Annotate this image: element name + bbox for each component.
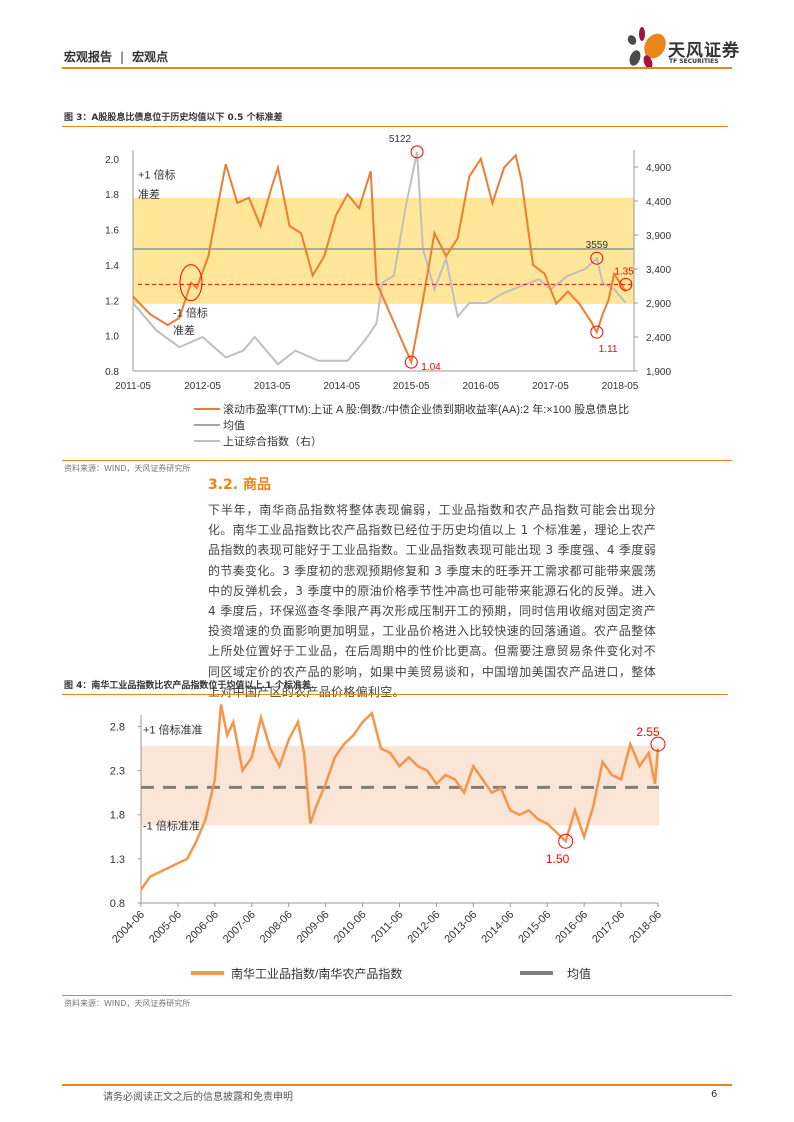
band-upper-label-cont: 准差	[138, 187, 160, 201]
legend-label: 滚动市盈率(TTM):上证 A 股:倒数:/中债企业债到期收益率(AA):2 年…	[223, 402, 629, 416]
x-tick-label: 2012-06	[406, 909, 443, 946]
annotation-circle	[590, 251, 604, 265]
x-tick-label: 2006-06	[184, 909, 221, 946]
y-left-tick-label: 1.2	[105, 296, 119, 307]
x-tick-label: 2017-05	[532, 381, 569, 392]
y-tick-label: 2.3	[110, 766, 125, 778]
band-lower-label: -1 倍标	[173, 305, 208, 319]
section-paragraph: 下半年，南华商品指数将整体表现偏弱，工业品指数和农产品指数可能会出现分化。南华工…	[208, 503, 656, 699]
annotation-label: 5122	[389, 134, 412, 145]
series-industrial-agri-ratio-line	[139, 704, 660, 891]
x-tick-label: 2010-06	[332, 909, 369, 946]
x-tick-label: 2015-05	[393, 381, 430, 392]
y-right-tick-label: 1,900	[646, 367, 671, 378]
y-left-tick-label: 1.0	[105, 332, 119, 343]
figure3-title: 图 3：A股股息比债息位于历史均值以下 0.5 个标准差	[64, 113, 283, 123]
legend-label: 均值	[567, 966, 591, 981]
std-band	[133, 197, 634, 304]
y-tick-label: 1.3	[110, 854, 125, 866]
annotation-circle	[410, 145, 424, 159]
figure4-source-rule	[62, 995, 732, 996]
annotation-label: 1.50	[546, 852, 570, 866]
x-tick-label: 2009-06	[295, 909, 332, 946]
y-tick-label: 2.8	[110, 721, 125, 733]
annotation-circle	[404, 355, 418, 369]
std-band	[141, 745, 659, 826]
y-tick-label: 0.8	[110, 898, 125, 910]
annotation-label: 2.55	[636, 725, 660, 739]
logo-name-en: TF SECURITIES	[669, 58, 719, 65]
series-dividend-bond-ratio-line	[132, 153, 627, 366]
annotation-circle	[558, 833, 574, 849]
x-tick-label: 2017-06	[590, 909, 627, 946]
annotation-label: 1.35	[614, 266, 634, 277]
x-tick-label: 2008-06	[258, 909, 295, 946]
figure4-source: 资料来源：WIND，天风证券研究所	[64, 999, 191, 1008]
y-tick-label: 1.8	[110, 810, 125, 822]
y-right-tick-label: 3,400	[646, 265, 671, 276]
figure3-source-rule	[62, 460, 732, 461]
x-tick-label: 2012-05	[184, 381, 221, 392]
annotation-label: 1.04	[421, 362, 441, 373]
header-rule	[62, 67, 732, 69]
header-separator: |	[120, 50, 125, 64]
x-tick-label: 2016-06	[553, 909, 590, 946]
y-right-tick-label: 4,400	[646, 197, 671, 208]
x-tick-label: 2004-06	[110, 909, 147, 946]
report-subcategory: 宏观点	[132, 50, 169, 64]
y-right-tick-label: 2,900	[646, 299, 671, 310]
figure3-source: 资料来源：WIND，天风证券研究所	[64, 464, 191, 473]
highlight-ellipse	[179, 264, 203, 302]
x-tick-label: 2018-06	[627, 909, 664, 946]
logo-name-cn: 天风证券	[668, 41, 740, 61]
legend-label: 均值	[223, 419, 245, 432]
annotation-circle	[650, 736, 666, 752]
series-shanghai-index-line	[132, 151, 627, 366]
y-right-tick-label: 3,900	[646, 231, 671, 242]
figure4-title: 图 4：南华工业品指数比农产品指数位于均值以上 1 个标准差	[64, 681, 311, 691]
x-tick-label: 2005-06	[147, 909, 184, 946]
section-heading: 3.2. 商品	[208, 477, 271, 493]
page-number: 6	[711, 1089, 718, 1100]
figure3-title-rule	[62, 126, 728, 127]
footer-disclaimer: 请务必阅读正文之后的信息披露和免责申明	[103, 1092, 293, 1103]
band-upper-label: +1 倍标	[138, 168, 176, 182]
x-tick-label: 2007-06	[221, 909, 258, 946]
x-tick-label: 2013-06	[442, 909, 479, 946]
figure3-chart: 0.8 1.0 1.2 1.4 1.6 1.8 2.0 1,900 2,400 2,900 3,40…	[105, 134, 671, 448]
tf-securities-logo-icon	[627, 27, 666, 69]
annotation-label: 1.11	[599, 344, 618, 355]
x-tick-label: 2011-06	[369, 909, 405, 945]
x-tick-label: 2014-06	[479, 909, 516, 946]
x-tick-label: 2015-06	[516, 909, 553, 946]
x-tick-label: 2011-05	[115, 381, 151, 392]
x-tick-label: 2014-05	[323, 381, 360, 392]
y-left-tick-label: 1.6	[105, 226, 119, 237]
y-right-tick-label: 2,400	[646, 333, 671, 344]
legend-label: 上证综合指数（右）	[223, 434, 322, 448]
y-left-tick-label: 1.8	[105, 190, 119, 201]
figure4-chart: 0.8 1.3 1.8 2.3 2.8 2004-06 2005-06 2006-06 2007…	[110, 704, 666, 981]
y-left-tick-label: 1.4	[105, 261, 119, 272]
report-header: 宏观报告 | 宏观点	[64, 48, 168, 65]
legend-label: 南华工业品指数/南华农产品指数	[231, 966, 402, 981]
y-right-tick-label: 4,900	[646, 163, 671, 174]
x-tick-label: 2013-05	[254, 381, 291, 392]
annotation-circle	[590, 325, 604, 339]
band-upper-label: +1 倍标准准	[143, 723, 203, 737]
footer-rule	[62, 1084, 732, 1086]
y-left-tick-label: 2.0	[105, 155, 119, 166]
figure4-title-rule	[62, 694, 728, 695]
x-tick-label: 2018-05	[602, 381, 639, 392]
annotation-label: 3559	[586, 240, 609, 251]
band-lower-label-cont: 准差	[173, 323, 195, 337]
annotation-circle	[619, 277, 633, 291]
x-tick-label: 2016-05	[463, 381, 500, 392]
report-category: 宏观报告	[64, 50, 113, 64]
y-left-tick-label: 0.8	[105, 367, 119, 378]
band-lower-label: -1 倍标准准	[143, 819, 200, 833]
